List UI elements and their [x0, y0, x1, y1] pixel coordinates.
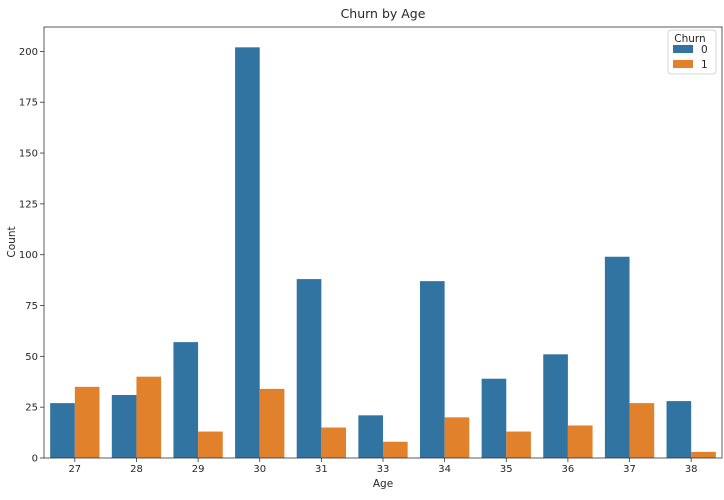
x-tick-label: 30 — [253, 464, 266, 475]
y-tick-label: 175 — [19, 98, 38, 109]
bar-age-28-churn-0 — [111, 394, 137, 458]
x-tick-label: 31 — [315, 464, 328, 475]
legend-label-1: 1 — [701, 59, 708, 71]
x-tick-label: 34 — [438, 464, 451, 475]
bar-age-33-churn-0 — [358, 415, 383, 458]
bar-age-30-churn-1 — [259, 388, 285, 458]
bar-age-35-churn-1 — [506, 431, 531, 458]
bar-age-34-churn-0 — [419, 281, 445, 458]
bar-age-27-churn-0 — [50, 403, 75, 458]
bar-age-28-churn-1 — [136, 376, 162, 458]
x-tick-label: 36 — [562, 464, 575, 475]
bar-age-34-churn-1 — [444, 417, 470, 458]
x-axis-label: Age — [373, 478, 393, 490]
y-tick-label: 200 — [19, 47, 38, 58]
bar-age-35-churn-0 — [481, 378, 507, 458]
y-axis-label: Count — [6, 226, 18, 257]
bar-age-29-churn-1 — [198, 431, 223, 458]
x-tick-label: 27 — [68, 464, 81, 475]
chart-title: Churn by Age — [341, 6, 426, 21]
legend-swatch-0 — [673, 45, 693, 53]
bar-age-30-churn-0 — [235, 47, 260, 458]
x-tick-label: 29 — [192, 464, 205, 475]
x-tick-label: 35 — [500, 464, 513, 475]
legend-swatch-1 — [673, 60, 693, 68]
bar-age-38-churn-0 — [666, 401, 692, 458]
x-tick-label: 37 — [623, 464, 636, 475]
y-tick-label: 0 — [32, 454, 38, 465]
bar-age-29-churn-0 — [173, 342, 199, 458]
y-tick-label: 50 — [25, 352, 38, 363]
x-tick-label: 28 — [130, 464, 143, 475]
bar-age-38-churn-1 — [691, 451, 716, 458]
y-tick-label: 75 — [25, 301, 38, 312]
bar-age-36-churn-0 — [543, 354, 568, 458]
bar-age-37-churn-1 — [629, 403, 655, 458]
legend: Churn 01 — [667, 29, 717, 75]
legend-label-0: 0 — [701, 44, 708, 56]
x-axis: 27 28 29 30 31 33 34 35 36 37 38 — [68, 458, 698, 475]
bar-age-36-churn-1 — [567, 425, 593, 458]
y-tick-label: 25 — [25, 403, 38, 414]
bar-age-37-churn-0 — [604, 256, 630, 458]
bar-age-33-churn-1 — [383, 441, 408, 458]
y-tick-label: 150 — [19, 149, 38, 160]
y-axis: 0 25 50 75 100 125 150 175 200 — [19, 47, 44, 465]
legend-title: Churn — [674, 33, 705, 45]
bar-age-27-churn-1 — [74, 386, 100, 458]
y-tick-label: 100 — [19, 250, 38, 261]
bar-age-31-churn-0 — [296, 279, 322, 458]
legend-items: 01 — [673, 44, 708, 71]
x-tick-label: 33 — [377, 464, 390, 475]
x-tick-label: 38 — [685, 464, 698, 475]
bar-age-31-churn-1 — [321, 427, 347, 458]
plot-area — [50, 47, 716, 458]
y-tick-label: 125 — [19, 199, 38, 210]
